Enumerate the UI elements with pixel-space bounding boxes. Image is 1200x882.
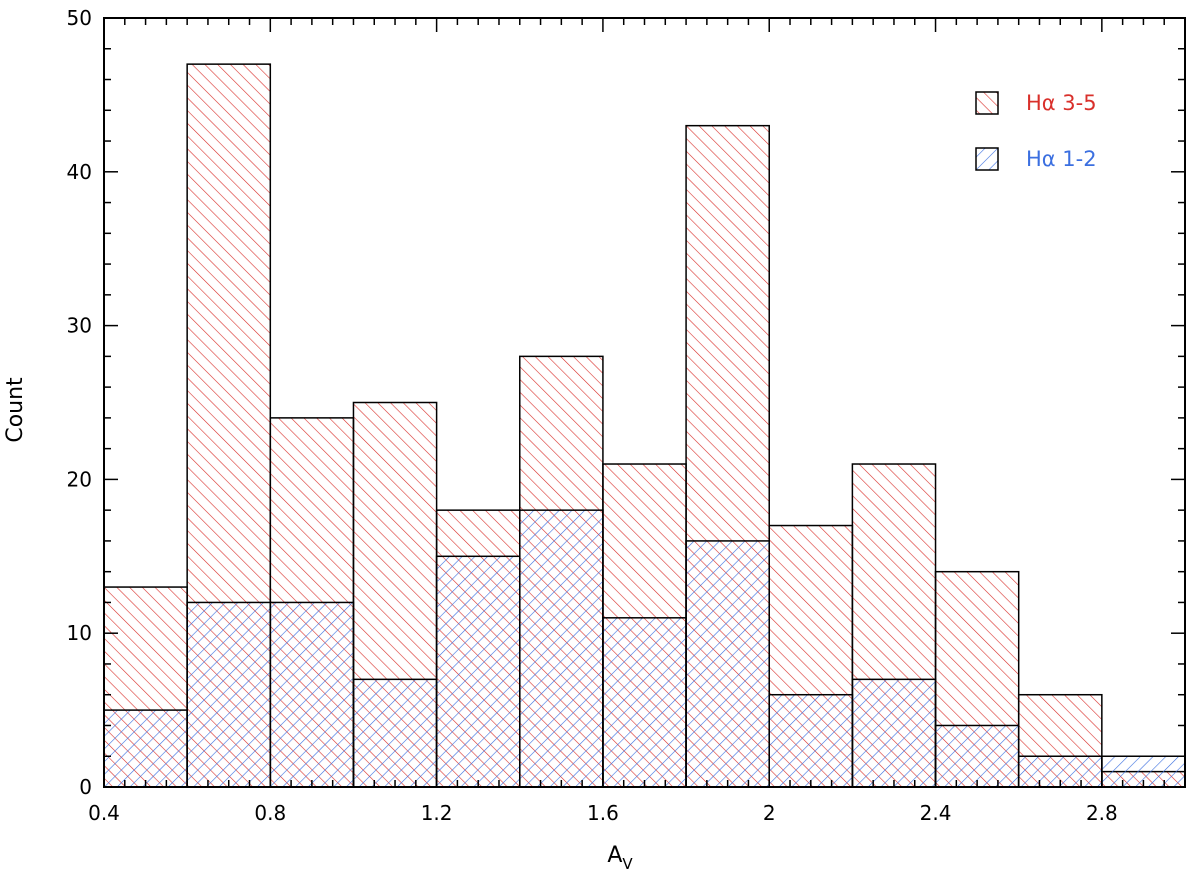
x-tick-labels: 0.4 0.8 1.2 1.6 2 2.4 2.8 [88,801,1118,825]
y-tick-label: 40 [67,160,92,184]
bar-halpha-1-2-4 [435,555,521,788]
legend-swatch-halpha-3-5 [975,91,999,115]
legend-label-halpha-1-2: Hα 1-2 [1026,147,1097,171]
x-tick-label: 2 [763,801,776,825]
bar-halpha-1-2-6 [602,617,687,788]
bar-halpha-1-2-0 [103,709,188,788]
bar-halpha-1-2-7 [685,540,770,788]
legend-label-halpha-3-5: Hα 3-5 [1026,91,1097,115]
x-tick-label: 0.4 [88,801,120,825]
bar-halpha-1-2-3 [352,678,438,788]
legend: Hα 3-5 Hα 1-2 [975,91,1097,171]
x-tick-label: 0.8 [254,801,286,825]
x-tick-label: 2.8 [1086,801,1118,825]
x-axis-title-subscript: V [622,855,633,873]
legend-swatch-halpha-1-2 [975,147,999,171]
x-tick-label: 1.2 [421,801,453,825]
series-halpha-1-2-bars [103,509,1186,788]
y-tick-label: 0 [79,775,92,799]
bar-halpha-1-2-5 [519,509,604,788]
y-tick-label: 10 [67,621,92,645]
y-tick-labels: 0 10 20 30 40 50 [67,6,92,799]
y-tick-label: 30 [67,314,92,338]
axis-ticks [103,17,1186,788]
y-tick-label: 20 [67,467,92,491]
x-axis-title: AV [607,843,633,873]
x-tick-label: 2.4 [920,801,952,825]
bar-halpha-1-2-10 [934,724,1020,788]
plot-frame [103,17,1186,788]
y-axis-title: Count [3,377,28,443]
y-tick-label: 50 [67,6,92,30]
bar-halpha-1-2-9 [851,678,937,788]
bar-halpha-1-2-1 [186,601,272,788]
bar-halpha-1-2-8 [768,693,854,788]
x-tick-label: 1.6 [587,801,619,825]
x-axis-title-main: A [607,843,622,868]
bar-halpha-1-2-2 [269,601,355,788]
